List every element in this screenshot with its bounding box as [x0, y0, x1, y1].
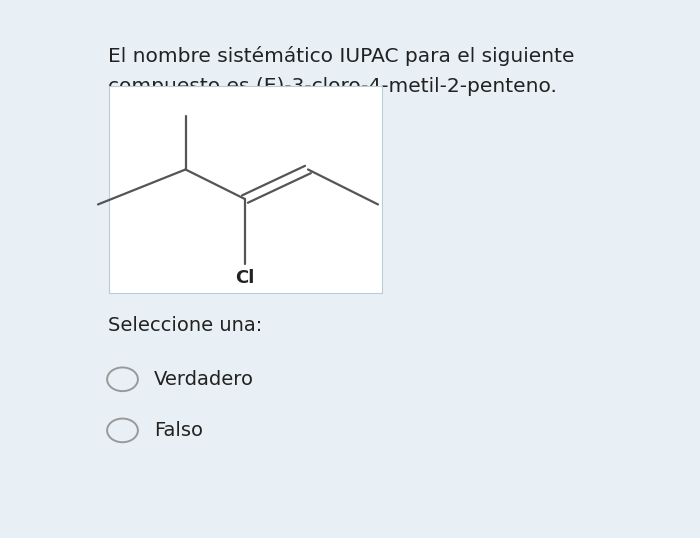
Text: El nombre sistémático IUPAC para el siguiente: El nombre sistémático IUPAC para el sigu… [108, 46, 575, 67]
FancyBboxPatch shape [108, 86, 382, 293]
Circle shape [107, 367, 138, 391]
Text: Verdadero: Verdadero [154, 370, 254, 389]
Circle shape [107, 419, 138, 442]
Text: Falso: Falso [154, 421, 203, 440]
Text: Cl: Cl [235, 269, 255, 287]
Text: compuesto es (E)-3-cloro-4-metil-2-penteno.: compuesto es (E)-3-cloro-4-metil-2-pente… [108, 76, 557, 96]
Text: Seleccione una:: Seleccione una: [108, 316, 262, 335]
